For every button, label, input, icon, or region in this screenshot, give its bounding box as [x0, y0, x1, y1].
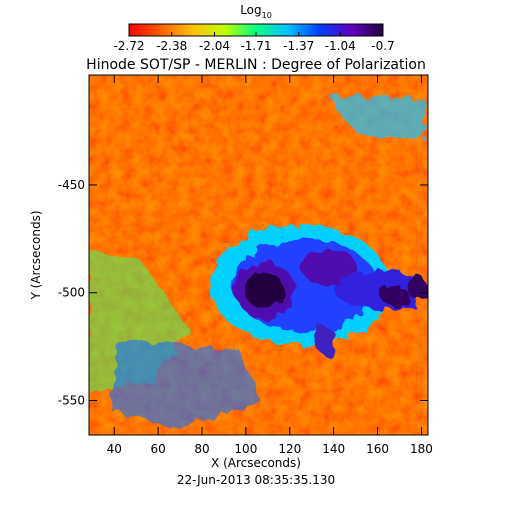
- colorbar-tick-label: -1.04: [325, 39, 356, 53]
- y-axis-label: Y (Arcseconds): [29, 210, 43, 300]
- x-axis-label: X (Arcseconds): [211, 456, 301, 470]
- image-features: [89, 95, 428, 430]
- x-tick-label: 180: [410, 442, 433, 456]
- colorbar-label-subscript: 10: [262, 11, 272, 20]
- y-tick-label: -500: [58, 286, 85, 300]
- x-tick-label: 160: [366, 442, 389, 456]
- colorbar-tick-label: -1.71: [240, 39, 271, 53]
- x-tick-label: 60: [150, 442, 165, 456]
- colorbar-tick-label: -2.04: [199, 39, 230, 53]
- colorbar-label-text: Log: [240, 3, 261, 17]
- image: [89, 75, 428, 435]
- x-tick-label: 40: [107, 442, 122, 456]
- y-tick-label: -450: [58, 178, 85, 192]
- colorbar-label: Log10: [240, 3, 272, 20]
- date-label: 22-Jun-2013 08:35:35.130: [177, 473, 335, 487]
- plot-frame: [88, 74, 429, 436]
- x-tick-label: 120: [278, 442, 301, 456]
- x-tick-label: 140: [322, 442, 345, 456]
- x-tick-label: 100: [234, 442, 257, 456]
- colorbar-tick-label: -0.7: [371, 39, 394, 53]
- colorbar-tick-label: -1.37: [283, 39, 314, 53]
- chart-title: Hinode SOT/SP - MERLIN : Degree of Polar…: [86, 57, 426, 73]
- colorbar-tick-label: -2.38: [156, 39, 187, 53]
- y-tick-label: -550: [58, 394, 85, 408]
- x-tick-label: 80: [194, 442, 209, 456]
- colorbar-tick-label: -2.72: [113, 39, 144, 53]
